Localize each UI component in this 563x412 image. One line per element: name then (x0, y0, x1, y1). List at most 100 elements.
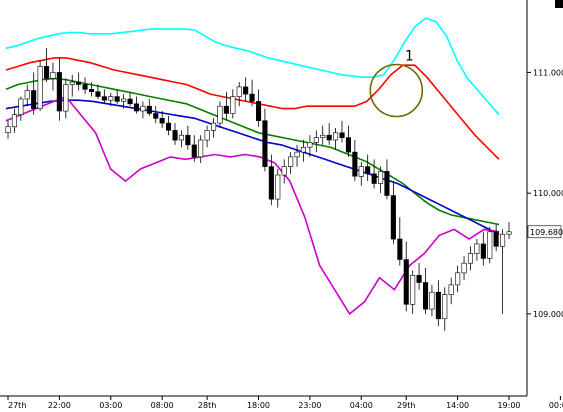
candle-body (455, 272, 461, 286)
candle-body (487, 231, 493, 259)
annotation-circle (369, 63, 424, 118)
candle-body (185, 134, 191, 146)
candle-body (76, 81, 82, 85)
candles (5, 48, 512, 331)
x-tick-label: 08:00 (151, 401, 174, 410)
candle-body (223, 105, 229, 114)
candle-body (31, 90, 37, 109)
candle-body (127, 98, 133, 105)
candle-body (255, 101, 262, 122)
x-tick-label: 19:00 (497, 401, 520, 410)
candle-body (50, 72, 56, 79)
candle-body (191, 144, 197, 158)
candle-body (236, 86, 242, 97)
candle-body (461, 262, 467, 274)
current-price-label: 109.680 (530, 228, 563, 237)
candle-body (480, 243, 486, 259)
annotation-label: 1 (405, 49, 414, 65)
candle-body (24, 90, 30, 100)
candle-body (166, 122, 172, 131)
candle-body (493, 231, 499, 247)
annotations: 123 (369, 49, 424, 118)
candle-body (442, 294, 448, 320)
series-line (5, 57, 500, 160)
x-tick-label: 27th (8, 401, 26, 410)
x-tick-label: 03:00 (99, 401, 122, 410)
candle-body (89, 89, 95, 93)
candle-body (358, 166, 364, 177)
candle-body (397, 238, 403, 260)
candle-body (275, 174, 281, 200)
x-tick-label: 00:00 (549, 401, 563, 410)
x-tick-label: 18:00 (247, 401, 270, 410)
candle-body (114, 96, 120, 102)
y-tick-label: 110.000 (533, 189, 563, 198)
series-line (5, 95, 500, 316)
candle-body (153, 113, 159, 119)
candle-body (448, 284, 454, 295)
x-tick-label: 28th (198, 401, 216, 410)
candle-body (288, 156, 294, 167)
candle-body (390, 195, 396, 240)
candle-body (243, 86, 249, 95)
x-tick-label: 14:00 (446, 401, 469, 410)
candle-body (178, 134, 184, 141)
candle-body (313, 137, 319, 143)
candle-body (262, 120, 268, 167)
candle-body (339, 132, 345, 138)
candle-body (11, 114, 17, 128)
x-tick-label: 23:00 (298, 401, 321, 410)
candle-body (403, 259, 409, 305)
candle-body (506, 231, 512, 235)
x-tick-label: 22:00 (48, 401, 71, 410)
candle-body (281, 166, 287, 176)
series-line (5, 99, 500, 235)
candle-body (435, 291, 441, 320)
candle-body (108, 96, 114, 101)
candle-body (172, 130, 178, 141)
series-line (5, 77, 500, 226)
candle-body (499, 233, 506, 247)
candle-body (320, 134, 326, 138)
candle-body (416, 274, 422, 283)
candle-body (300, 147, 307, 153)
candle-body (467, 253, 474, 264)
candle-body (37, 66, 43, 110)
y-tick-label: 109.000 (533, 310, 563, 319)
candle-body (63, 84, 69, 112)
candle-body (345, 137, 352, 153)
band-series (5, 17, 500, 316)
corner-marker (555, 0, 563, 8)
candle-body (146, 105, 152, 114)
candle-body (249, 93, 255, 102)
candle-body (204, 130, 210, 141)
candle-body (332, 132, 339, 141)
candle-body (422, 282, 429, 310)
candle-body (371, 173, 377, 184)
x-tick-label: 04:00 (350, 401, 373, 410)
candle-body (377, 171, 384, 184)
candle-body (133, 103, 139, 112)
candle-body (217, 105, 223, 124)
candle-body (307, 142, 313, 148)
candle-body (140, 105, 146, 112)
candle-body (230, 96, 236, 114)
candle-body (69, 81, 75, 85)
candle-body (474, 243, 480, 254)
candle-body (121, 98, 127, 102)
candle-body (384, 171, 390, 196)
y-tick-label: 111.000 (533, 68, 563, 77)
candle-body (95, 91, 101, 97)
candle-body (268, 166, 274, 200)
candle-body (5, 126, 11, 133)
candle-body (159, 118, 165, 124)
candle-body (43, 66, 50, 79)
candle-body (56, 72, 62, 112)
candle-body (82, 84, 88, 90)
candle-body (18, 98, 24, 115)
candle-body (198, 139, 204, 158)
current-price-box (527, 225, 562, 239)
x-tick-label: 29th (397, 401, 415, 410)
